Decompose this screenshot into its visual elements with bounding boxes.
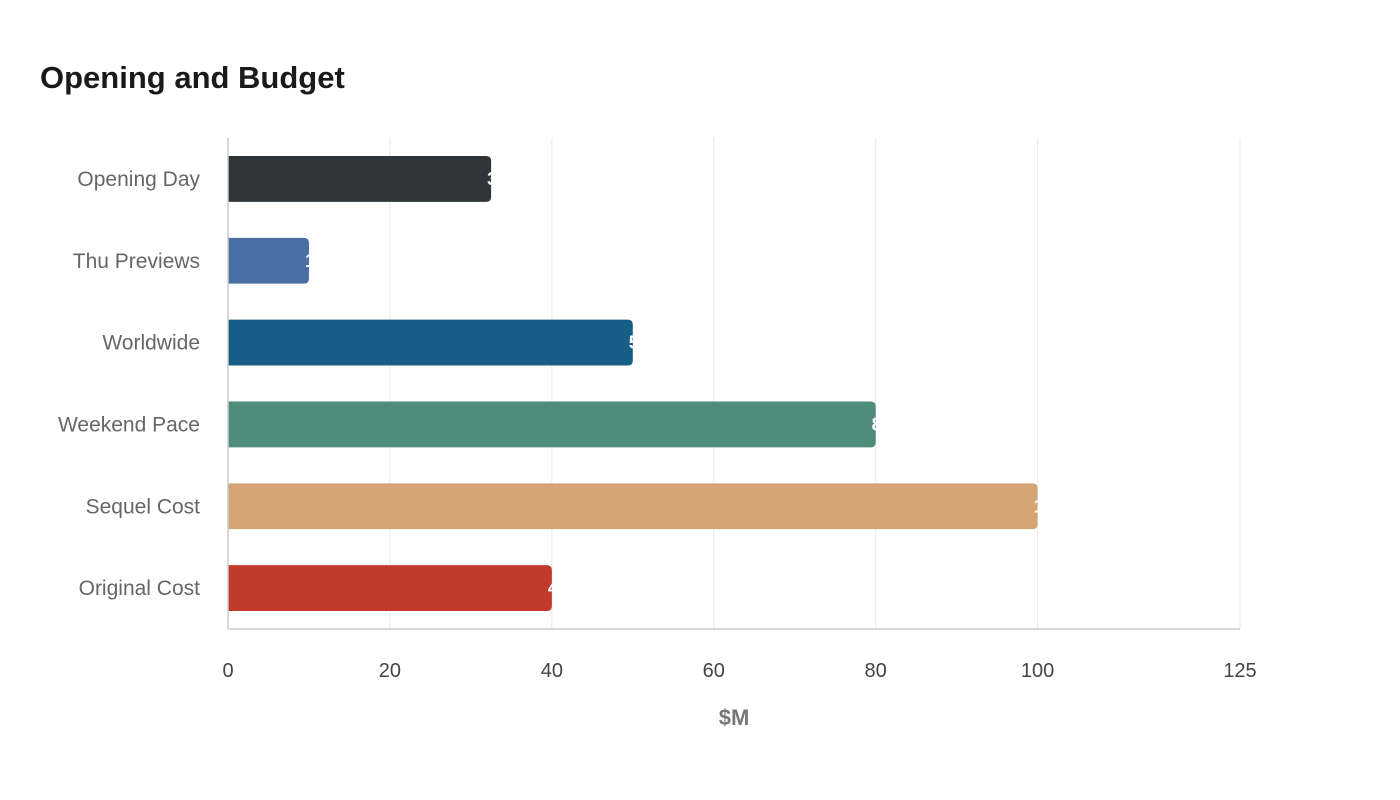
category-labels: Opening Day Thu Previews Worldwide Weekend … — [58, 168, 201, 600]
axes — [227, 138, 1240, 630]
category-label: Opening Day — [77, 168, 200, 191]
x-tick-label: 80 — [865, 660, 887, 682]
x-tick-label: 0 — [222, 660, 233, 682]
category-label: Original Cost — [79, 577, 201, 600]
category-label: Weekend Pace — [58, 413, 200, 436]
bar — [228, 565, 552, 611]
x-tick-label: 20 — [379, 660, 401, 682]
category-label: Sequel Cost — [86, 495, 201, 518]
x-tick-label: 100 — [1021, 660, 1054, 682]
bar-value-label: 1 — [1034, 496, 1044, 516]
bar-value-label: 8 — [872, 414, 882, 434]
chart-title: Opening and Budget — [40, 60, 345, 95]
bar-value-label: 5 — [629, 333, 639, 353]
bar — [228, 401, 876, 448]
category-label: Thu Previews — [73, 250, 200, 273]
tick-labels: 0 20 40 60 80 100 125 — [222, 660, 1256, 682]
bar — [228, 483, 1038, 530]
bar-value-label: 4 — [548, 578, 558, 598]
bar-value-label: 1 — [305, 251, 315, 271]
gridlines — [389, 138, 1241, 629]
bar — [228, 319, 633, 366]
bar-value-label: 3 — [487, 169, 497, 189]
x-axis-title: $M — [719, 705, 750, 730]
category-label: Worldwide — [102, 332, 200, 355]
x-tick-label: 125 — [1223, 660, 1256, 682]
bar — [228, 237, 309, 284]
x-tick-label: 40 — [541, 660, 563, 682]
x-tick-label: 60 — [703, 660, 725, 682]
bar — [228, 156, 492, 202]
